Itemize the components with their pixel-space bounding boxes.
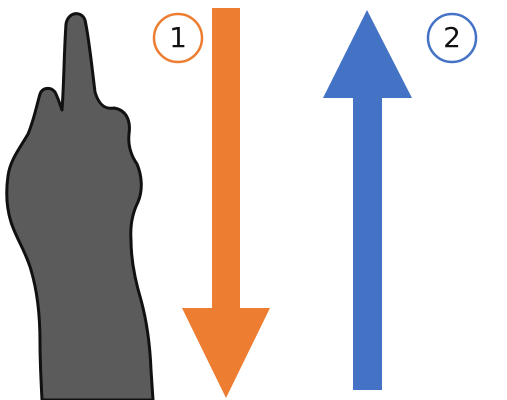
step-2-number: 2 xyxy=(443,21,461,54)
hand-shape xyxy=(5,12,155,400)
step-1-number: 1 xyxy=(169,21,187,54)
pointing-hand-icon xyxy=(5,12,155,400)
step-2-arrow-group: 2 xyxy=(323,10,478,390)
step-2-badge xyxy=(426,12,478,64)
down-arrow-icon xyxy=(182,8,270,398)
step-1-badge xyxy=(152,12,204,64)
step-1-arrow-group: 1 xyxy=(152,8,270,398)
up-arrow-icon xyxy=(323,10,412,390)
